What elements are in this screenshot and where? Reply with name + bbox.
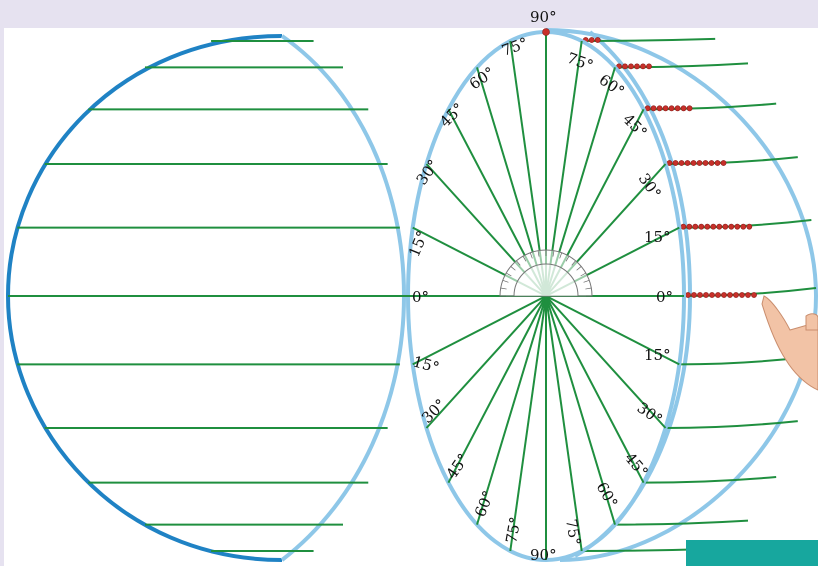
bead (746, 223, 753, 230)
protractor-tick (552, 250, 555, 257)
bead (740, 223, 747, 230)
bead (751, 292, 757, 298)
bead (634, 63, 640, 70)
radial-line (545, 295, 616, 525)
bead (704, 223, 711, 230)
bead (710, 223, 717, 230)
label-bottom-90: 90° (530, 546, 557, 564)
bead (662, 105, 669, 112)
bead (745, 292, 751, 298)
bead (703, 292, 709, 298)
protractor-tick (510, 266, 516, 271)
label-top-90: 90° (530, 8, 557, 26)
protractor-icon (499, 249, 593, 297)
protractor-tick (583, 279, 590, 283)
bead (733, 292, 739, 298)
bead (628, 63, 634, 70)
bead (686, 223, 693, 230)
radial-line (545, 295, 645, 484)
bead (697, 292, 703, 298)
radial-line (509, 295, 547, 552)
bead (690, 160, 697, 166)
bead (668, 105, 675, 112)
cross-section-ellipse (8, 28, 686, 562)
bead (686, 105, 693, 112)
right-latitude-line (614, 519, 749, 526)
protractor-tick (537, 250, 540, 257)
protractor-tick (585, 287, 592, 290)
teal-corner-block (686, 540, 818, 566)
protractor-tick (516, 260, 521, 266)
label-equator-left: 0° (412, 288, 429, 306)
bead (640, 63, 646, 70)
latitude-beads (582, 37, 757, 298)
radial-line (425, 295, 547, 429)
label-south-right-75: 75° (562, 518, 584, 547)
label-south-right-15: 15° (644, 346, 671, 364)
bead (709, 292, 715, 298)
label-north-right-15: 15° (644, 228, 671, 246)
protractor-tick (505, 272, 512, 277)
protractor-tick (576, 266, 582, 271)
bead (684, 160, 691, 166)
protractor-tick (580, 272, 587, 277)
bead (678, 160, 685, 166)
radial-line (476, 295, 547, 525)
bead (672, 160, 679, 166)
bead (728, 223, 735, 230)
radial-line (545, 295, 667, 429)
bead (588, 37, 595, 43)
bead (715, 292, 721, 298)
radial-line (412, 295, 547, 366)
bead (692, 223, 699, 230)
bead (698, 223, 705, 230)
bead (722, 223, 729, 230)
radial-line (545, 295, 680, 366)
bead (708, 160, 715, 166)
bead (716, 223, 723, 230)
label-equator-right: 0° (656, 288, 673, 306)
bead (656, 105, 663, 112)
bead (622, 63, 628, 70)
protractor-tick (500, 287, 507, 290)
right-latitude-line (665, 420, 798, 429)
bead (650, 105, 657, 112)
bead (714, 160, 721, 166)
bead (720, 160, 727, 166)
label-south-left-75: 75° (502, 515, 524, 544)
north-pole-marker (542, 28, 550, 36)
radial-line (545, 295, 583, 552)
protractor-tick (522, 255, 527, 262)
bead (674, 105, 681, 112)
bead (594, 37, 601, 43)
protractor-tick (565, 255, 570, 262)
bead (696, 160, 703, 166)
protractor-tick (529, 252, 533, 259)
bead (680, 223, 687, 230)
bead (691, 292, 697, 298)
bead (685, 292, 691, 298)
protractor-tick (571, 260, 576, 266)
bead (734, 223, 741, 230)
right-latitude-line (643, 476, 777, 484)
bead (739, 292, 745, 298)
pointing-hand-icon (761, 295, 818, 391)
radial-line (447, 295, 547, 484)
bead (721, 292, 727, 298)
bead (727, 292, 733, 298)
protractor-tick (559, 252, 563, 259)
bead (680, 105, 687, 112)
bead (702, 160, 709, 166)
bead (646, 63, 652, 70)
protractor-tick (502, 279, 509, 283)
